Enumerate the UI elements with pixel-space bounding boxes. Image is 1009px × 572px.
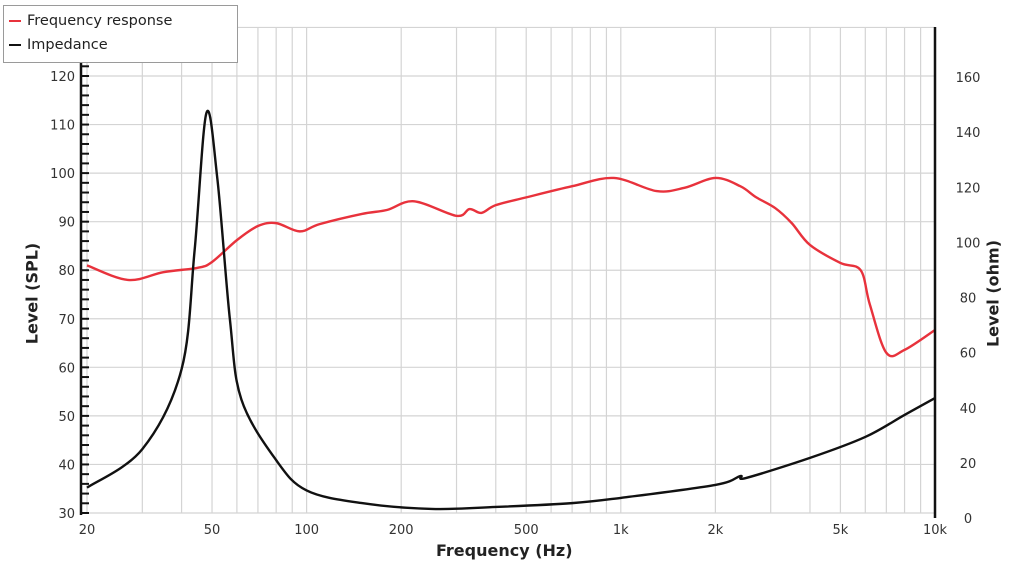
x-tick-label: 200 xyxy=(389,523,414,538)
legend: Frequency response Impedance xyxy=(3,5,238,63)
y-right-tick-label: 140 xyxy=(956,126,981,141)
red-line-swatch-icon xyxy=(9,20,21,22)
black-line-swatch-icon xyxy=(9,44,21,46)
legend-label: Impedance xyxy=(27,37,108,53)
y-left-tick-label: 110 xyxy=(50,119,75,134)
y-right-tick-label: 0 xyxy=(964,512,972,527)
impedance-line xyxy=(86,109,936,511)
x-tick-label: 500 xyxy=(514,523,539,538)
axes: 30 40 50 60 70 80 90 100 110 120 0 20 40 60 80 100 120 14… xyxy=(50,26,981,538)
x-tick-label: 2k xyxy=(707,523,723,538)
y-left-axis-title: Level (SPL) xyxy=(22,242,42,345)
y-right-tick-label: 160 xyxy=(956,71,981,86)
y-right-tick-label: 60 xyxy=(960,347,977,362)
x-tick-label: 1k xyxy=(613,523,629,538)
legend-item-frequency-response: Frequency response xyxy=(9,13,172,29)
series-lines xyxy=(86,109,936,511)
y-right-axis-title: Level (ohm) xyxy=(983,239,1003,348)
frequency-response-line xyxy=(86,176,936,358)
y-right-tick-label: 40 xyxy=(960,402,977,417)
y-right-tick-label: 20 xyxy=(960,457,977,472)
legend-label: Frequency response xyxy=(27,13,173,29)
legend-item-impedance: Impedance xyxy=(9,37,108,53)
y-right-tick-label: 120 xyxy=(956,181,981,196)
x-tick-label: 100 xyxy=(294,523,319,538)
x-tick-label: 10k xyxy=(923,523,948,538)
x-tick-label: 20 xyxy=(79,523,96,538)
y-left-tick-label: 60 xyxy=(58,361,75,376)
grid-lines xyxy=(86,26,936,514)
y-left-tick-label: 30 xyxy=(58,507,75,522)
x-axis-title: Frequency (Hz) xyxy=(436,541,573,560)
y-left-tick-label: 40 xyxy=(58,458,75,473)
y-left-tick-label: 90 xyxy=(58,216,75,231)
x-tick-label: 50 xyxy=(204,523,221,538)
x-tick-label: 5k xyxy=(833,523,849,538)
y-left-tick-label: 100 xyxy=(50,167,75,182)
y-left-tick-label: 70 xyxy=(58,313,75,328)
y-right-tick-label: 80 xyxy=(960,292,977,307)
y-left-tick-label: 50 xyxy=(58,410,75,425)
y-right-tick-label: 100 xyxy=(956,236,981,251)
y-left-tick-label: 80 xyxy=(58,264,75,279)
y-left-tick-label: 120 xyxy=(50,70,75,85)
